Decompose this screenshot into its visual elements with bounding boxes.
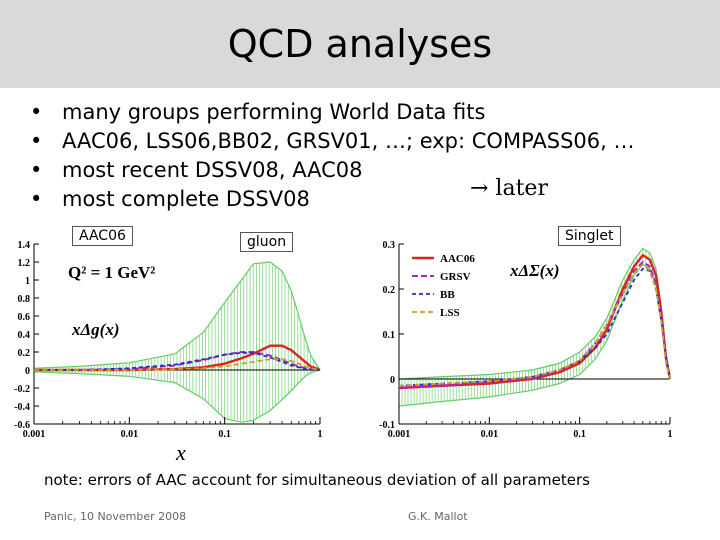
- y-tick-label: 0.1: [383, 330, 396, 341]
- gluon-chart: 1.4 1.2 1 0.8 0.6 0.4 0.2 0 -0.2 -0.4 -0.60.001 0.0…: [14, 240, 322, 440]
- y-tick-label: 1: [25, 276, 30, 287]
- x-tick-label: 0.01: [121, 429, 139, 440]
- title-bar: [0, 0, 720, 88]
- series-line-lss: [34, 358, 321, 371]
- legend-label: BB: [440, 289, 455, 301]
- bullet-text: AAC06, LSS06,BB02, GRSV01, …; exp: COMPA…: [62, 129, 635, 153]
- chart-legend: AAC06 GRSV BB LSS: [412, 253, 475, 319]
- bullet-dot-icon: •: [30, 187, 43, 211]
- y-tick-label: 1.4: [18, 240, 31, 251]
- singlet-tag: Singlet: [558, 226, 621, 246]
- y-tick-label: -0.2: [14, 384, 30, 395]
- bullet-text: many groups performing World Data fits: [62, 100, 486, 124]
- singlet-function-label: xΔΣ(x): [509, 261, 560, 280]
- bullet-item: • many groups performing World Data fits: [20, 98, 635, 127]
- footer-author: G.K. Mallot: [408, 510, 468, 523]
- legend-label: LSS: [440, 307, 460, 319]
- bullet-item: • most complete DSSV08: [20, 185, 635, 214]
- band-lower-edge: [33, 369, 321, 423]
- bullet-text: most recent DSSV08, AAC08: [62, 158, 363, 182]
- x-tick-label: 0.1: [218, 429, 231, 440]
- uncertainty-band: [33, 261, 321, 423]
- y-tick-label: -0.4: [14, 402, 30, 413]
- bullet-text: most complete DSSV08: [62, 187, 310, 211]
- x-tick-label: 1: [318, 429, 323, 440]
- q2-label: Q² = 1 GeV²: [68, 263, 155, 282]
- band-upper-edge: [33, 261, 321, 371]
- bullet-list: • many groups performing World Data fits …: [20, 98, 635, 214]
- bullet-dot-icon: •: [30, 129, 43, 153]
- y-tick-label: -0.1: [379, 420, 395, 431]
- x-tick-label: 0.01: [481, 429, 499, 440]
- later-annotation: → later: [470, 176, 548, 201]
- note-text: note: errors of AAC account for simultan…: [44, 471, 590, 489]
- y-tick-label: 0: [25, 366, 30, 377]
- bullet-dot-icon: •: [30, 158, 43, 182]
- series-line-lss: [398, 262, 671, 387]
- gluon-tag: gluon: [240, 232, 294, 252]
- y-tick-label: 0.8: [18, 294, 31, 305]
- gluon-function-label: xΔg(x): [71, 320, 119, 339]
- x-tick-label: 0.001: [23, 429, 46, 440]
- series-line-bb: [34, 351, 320, 371]
- chart-axes: 1.4 1.2 1 0.8 0.6 0.4 0.2 0 -0.2 -0.4 -0.60.001 0.0…: [14, 240, 322, 440]
- y-tick-label: -0.6: [14, 420, 30, 431]
- chart-series: [34, 344, 321, 372]
- singlet-chart: 0.3 0.2 0.1 0 -0.10.001 0.01 0.1 1 AAC06 GRSV BB L…: [379, 240, 673, 440]
- chart-series: [398, 253, 672, 390]
- x-tick-label: 1: [668, 429, 673, 440]
- footer-event: Panic, 10 November 2008: [44, 510, 187, 523]
- bullet-item: • AAC06, LSS06,BB02, GRSV01, …; exp: COMP…: [20, 127, 635, 156]
- legend-label: AAC06: [440, 253, 475, 265]
- bullet-dot-icon: •: [30, 100, 43, 124]
- aac06-tag: AAC06: [72, 226, 133, 246]
- y-tick-label: 0.3: [383, 240, 396, 251]
- bullet-item: • most recent DSSV08, AAC08: [20, 156, 635, 185]
- x-tick-label: 0.1: [573, 429, 586, 440]
- y-tick-label: 0.2: [18, 348, 31, 359]
- x-tick-label: 0.001: [388, 429, 411, 440]
- y-tick-label: 0.4: [18, 330, 31, 341]
- legend-label: GRSV: [440, 271, 471, 283]
- slide-title: QCD analyses: [227, 22, 493, 66]
- y-tick-label: 0.6: [18, 312, 31, 323]
- y-tick-label: 1.2: [18, 258, 31, 269]
- x-axis-label: x: [176, 440, 186, 465]
- y-tick-label: 0.2: [383, 285, 396, 296]
- y-tick-label: 0: [390, 375, 395, 386]
